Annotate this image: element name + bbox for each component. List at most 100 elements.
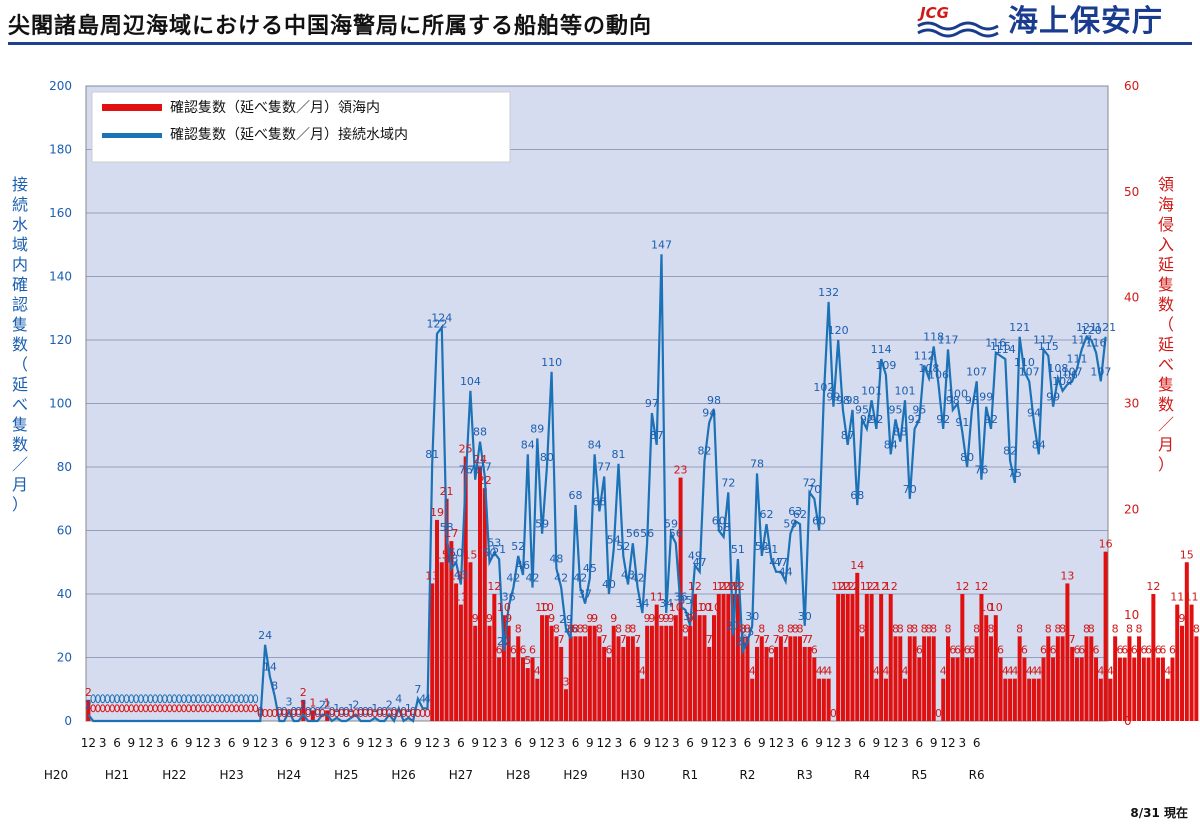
x-tick-label: 3 xyxy=(787,736,795,750)
territorial-data-label: 4 xyxy=(816,665,823,678)
territorial-bar xyxy=(1084,636,1089,721)
left-tick-label: 20 xyxy=(57,651,72,665)
territorial-data-label: 0 xyxy=(367,707,374,720)
territorial-bar xyxy=(583,636,588,721)
contiguous-data-label: 82 xyxy=(697,445,711,458)
x-tick-label: 3 xyxy=(901,736,909,750)
territorial-data-label: 0 xyxy=(395,707,402,720)
x-tick-label: 6 xyxy=(744,736,752,750)
contiguous-data-label: 0 xyxy=(338,705,345,718)
territorial-data-label: 6 xyxy=(1040,644,1047,657)
territorial-data-label: 12 xyxy=(865,580,879,593)
territorial-data-label: 15 xyxy=(463,548,477,561)
left-tick-label: 160 xyxy=(49,206,72,220)
territorial-bar xyxy=(788,636,793,721)
territorial-bar xyxy=(898,636,903,721)
territorial-bar xyxy=(793,636,798,721)
territorial-bar xyxy=(501,615,506,721)
contiguous-data-label: 101 xyxy=(895,384,916,397)
territorial-bar xyxy=(1055,636,1060,721)
right-tick-label: 30 xyxy=(1124,397,1139,411)
territorial-data-label: 4 xyxy=(902,665,909,678)
contiguous-data-label: 58 xyxy=(440,521,454,534)
right-tick-label: 20 xyxy=(1124,502,1139,516)
x-tick-label: 3 xyxy=(385,736,393,750)
territorial-data-label: 6 xyxy=(1145,644,1152,657)
territorial-bar xyxy=(874,678,879,721)
contiguous-data-label: 117 xyxy=(938,334,959,347)
territorial-bar xyxy=(458,604,463,721)
territorial-bar xyxy=(735,594,740,721)
territorial-data-label: 6 xyxy=(1169,644,1176,657)
contiguous-data-label: 84 xyxy=(1032,438,1046,451)
contiguous-data-label: 78 xyxy=(750,457,764,470)
territorial-bar xyxy=(1022,657,1027,721)
territorial-bar xyxy=(702,615,707,721)
territorial-data-label: 13 xyxy=(425,569,439,582)
territorial-data-label: 8 xyxy=(567,622,574,635)
territorial-bar xyxy=(692,594,697,721)
territorial-data-label: 1 xyxy=(309,696,316,709)
year-label: H22 xyxy=(162,768,186,782)
contiguous-data-label: 95 xyxy=(888,403,902,416)
territorial-data-label: 10 xyxy=(540,601,554,614)
territorial-data-label: 6 xyxy=(949,644,956,657)
contiguous-data-label: 26 xyxy=(564,622,578,635)
territorial-data-label: 8 xyxy=(1059,622,1066,635)
left-tick-label: 60 xyxy=(57,524,72,538)
contiguous-data-label: 98 xyxy=(707,394,721,407)
territorial-bar xyxy=(640,678,645,721)
territorial-data-label: 9 xyxy=(668,612,675,625)
territorial-data-label: 8 xyxy=(553,622,560,635)
territorial-bar xyxy=(430,583,435,721)
territorial-bar xyxy=(1146,657,1151,721)
contiguous-data-label: 50 xyxy=(449,546,463,559)
contiguous-data-label: 2 xyxy=(352,699,359,712)
territorial-data-label: 8 xyxy=(906,622,913,635)
contiguous-data-label: 95 xyxy=(855,403,869,416)
contiguous-data-label: 92 xyxy=(984,413,998,426)
territorial-bar xyxy=(630,636,635,721)
territorial-data-label: 6 xyxy=(916,644,923,657)
territorial-bar xyxy=(649,625,654,721)
territorial-bar xyxy=(807,646,812,721)
territorial-bar xyxy=(535,678,540,721)
year-label: H25 xyxy=(334,768,358,782)
x-tick-label: 12 xyxy=(940,736,955,750)
territorial-data-label: 8 xyxy=(930,622,937,635)
left-tick-label: 80 xyxy=(57,460,72,474)
territorial-bar xyxy=(1132,657,1137,721)
territorial-bar xyxy=(922,636,927,721)
contiguous-data-label: 42 xyxy=(526,572,540,585)
contiguous-data-label: 36 xyxy=(502,591,516,604)
territorial-bar xyxy=(993,615,998,721)
contiguous-data-label: 84 xyxy=(588,438,602,451)
territorial-data-label: 6 xyxy=(1093,644,1100,657)
contiguous-data-label: 62 xyxy=(793,508,807,521)
contiguous-data-label: 24 xyxy=(258,629,272,642)
territorial-bar xyxy=(1051,657,1056,721)
territorial-data-label: 9 xyxy=(486,612,493,625)
contiguous-data-label: 98 xyxy=(965,394,979,407)
x-tick-label: 3 xyxy=(443,736,451,750)
territorial-data-label: 11 xyxy=(454,591,468,604)
x-tick-label: 6 xyxy=(113,736,121,750)
contiguous-data-label: 121 xyxy=(1076,321,1097,334)
contiguous-data-label: 50 xyxy=(483,546,497,559)
x-tick-label: 12 xyxy=(768,736,783,750)
territorial-bar xyxy=(497,657,502,721)
territorial-data-label: 4 xyxy=(820,665,827,678)
territorial-data-label: 0 xyxy=(338,707,345,720)
x-tick-label: 9 xyxy=(930,736,938,750)
x-tick-label: 12 xyxy=(654,736,669,750)
territorial-bar xyxy=(683,636,688,721)
territorial-bar xyxy=(492,594,497,721)
year-label: H20 xyxy=(44,768,68,782)
x-tick-label: 3 xyxy=(99,736,107,750)
contiguous-data-label: 104 xyxy=(1052,375,1073,388)
territorial-data-label: 12 xyxy=(841,580,855,593)
territorial-data-label: 6 xyxy=(964,644,971,657)
territorial-data-label: 6 xyxy=(605,644,612,657)
x-tick-label: 9 xyxy=(242,736,250,750)
contiguous-data-label: 56 xyxy=(640,527,654,540)
